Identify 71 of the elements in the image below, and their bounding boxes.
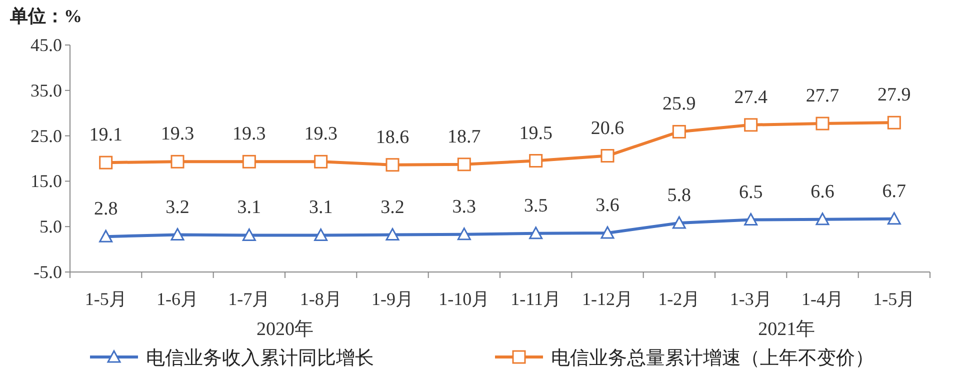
point bbox=[744, 213, 758, 226]
y-tick-label: -5.0 bbox=[34, 262, 62, 282]
point bbox=[529, 154, 543, 168]
point bbox=[744, 118, 758, 132]
data-label: 6.5 bbox=[738, 182, 763, 203]
data-label: 18.6 bbox=[376, 126, 410, 148]
point bbox=[314, 154, 328, 168]
data-label: 6.7 bbox=[882, 180, 906, 202]
text: 2020年 bbox=[256, 319, 314, 340]
point bbox=[170, 154, 184, 168]
point bbox=[600, 226, 614, 239]
data-label: 6.6 bbox=[810, 181, 834, 202]
data-label: 19.1 bbox=[89, 124, 122, 146]
data-label: 5.8 bbox=[667, 184, 692, 206]
y-tick-label: 25.0 bbox=[30, 126, 62, 146]
y-axis-title: 单位：% bbox=[9, 6, 82, 26]
y-tick-label: 45.0 bbox=[30, 35, 62, 55]
data-label: 19.5 bbox=[519, 122, 552, 144]
point bbox=[242, 228, 256, 241]
y-tick-label: 35.0 bbox=[30, 80, 62, 100]
x-tick-label: 1-8月 bbox=[300, 289, 342, 309]
point bbox=[672, 124, 686, 138]
x-tick-label: 1-11月 bbox=[510, 289, 561, 309]
point bbox=[672, 216, 686, 229]
point bbox=[816, 116, 830, 130]
point bbox=[314, 228, 328, 241]
point bbox=[99, 230, 113, 242]
point bbox=[170, 228, 184, 241]
x-tick-label: 1-9月 bbox=[372, 289, 414, 309]
point bbox=[457, 228, 471, 240]
x-tick-label: 1-3月 bbox=[730, 289, 772, 309]
data-label: 25.9 bbox=[662, 94, 696, 115]
x-tick-label: 1-2月 bbox=[658, 289, 700, 309]
point bbox=[386, 228, 400, 241]
data-label: 20.6 bbox=[590, 118, 624, 139]
data-label: 3.2 bbox=[166, 196, 190, 218]
data-label: 19.3 bbox=[304, 124, 338, 145]
point bbox=[816, 212, 830, 226]
x-tick-label: 1-5月 bbox=[873, 289, 916, 309]
data-label: 3.6 bbox=[596, 194, 620, 216]
point bbox=[99, 156, 113, 170]
data-label: 3.1 bbox=[308, 197, 333, 218]
data-label: 19.3 bbox=[232, 124, 266, 145]
x-tick-label: 1-10月 bbox=[438, 289, 490, 309]
x-tick-label: 1-4月 bbox=[802, 289, 844, 309]
y-tick-label: 5.0 bbox=[40, 216, 62, 237]
data-label: 27.9 bbox=[878, 84, 911, 106]
point bbox=[600, 149, 614, 163]
data-label: 19.3 bbox=[160, 124, 194, 145]
y-tick-label: 15.0 bbox=[30, 171, 62, 192]
x-tick-label: 1-6月 bbox=[156, 289, 198, 309]
point bbox=[457, 158, 471, 172]
legend-label: 电信业务总量累计增速（上年不变价） bbox=[551, 347, 874, 369]
legend-label: 电信业务收入累计同比增长 bbox=[146, 348, 374, 369]
data-label: 27.4 bbox=[734, 86, 768, 108]
data-label: 2.8 bbox=[94, 198, 118, 220]
text: 2021年 bbox=[758, 319, 816, 340]
data-label: 3.1 bbox=[237, 197, 262, 218]
data-label: 3.2 bbox=[380, 196, 404, 218]
x-tick-label: 1-12月 bbox=[582, 289, 633, 309]
x-tick-label: 1-5月 bbox=[84, 289, 127, 309]
point bbox=[887, 116, 901, 130]
point bbox=[887, 212, 901, 225]
data-label: 3.5 bbox=[524, 195, 548, 216]
data-label: 27.7 bbox=[806, 86, 840, 107]
x-tick-label: 1-7月 bbox=[228, 289, 270, 309]
data-label: 18.7 bbox=[448, 126, 481, 148]
point bbox=[529, 226, 543, 240]
point bbox=[242, 154, 256, 168]
point bbox=[386, 158, 400, 172]
data-label: 3.3 bbox=[452, 196, 476, 218]
